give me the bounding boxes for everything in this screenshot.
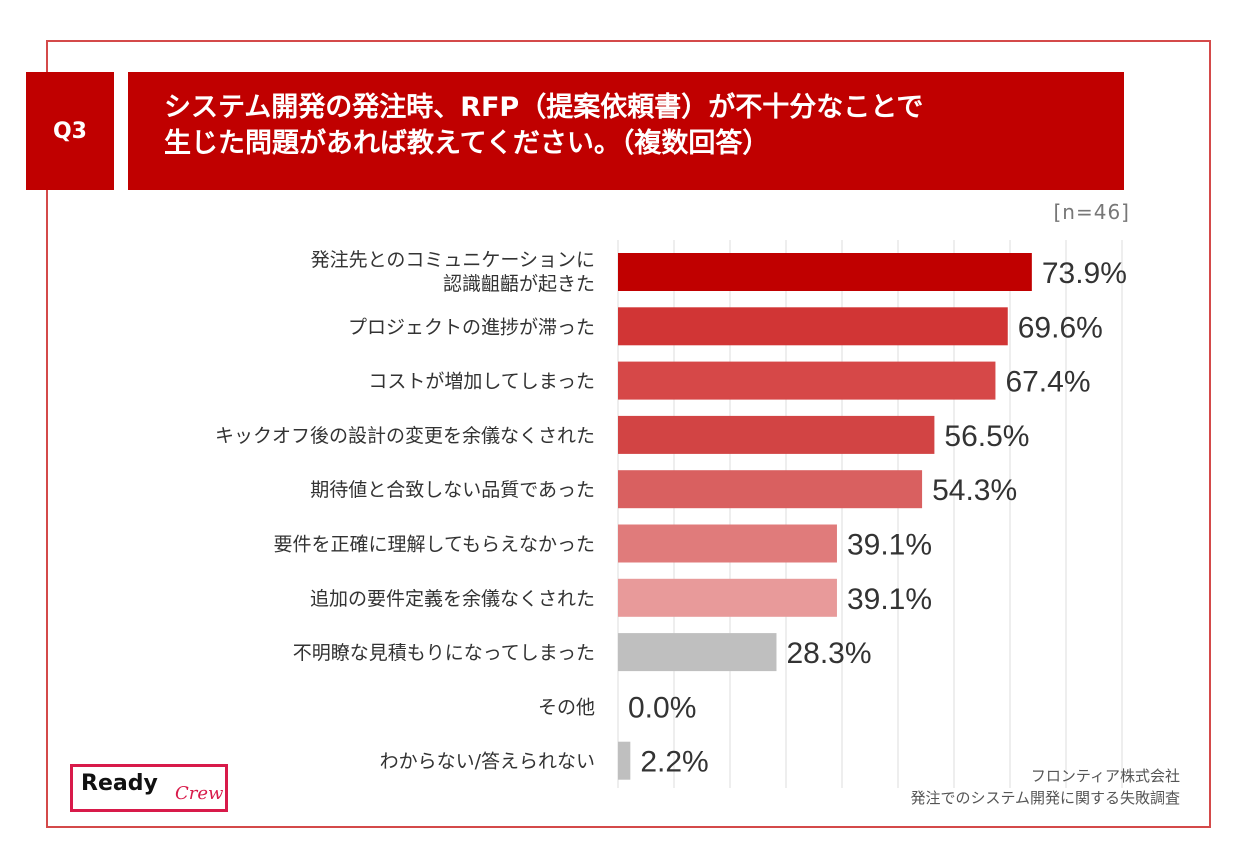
question-title-line-2: 生じた問題があれば教えてください。（複数回答） xyxy=(164,128,770,159)
category-label: 要件を正確に理解してもらえなかった xyxy=(274,534,595,556)
data-label: 2.2% xyxy=(640,746,708,779)
data-label: 28.3% xyxy=(786,637,871,670)
category-label: 不明瞭な見積もりになってしまった xyxy=(293,642,595,664)
source-company: フロンティア株式会社 xyxy=(1030,767,1180,785)
data-label: 39.1% xyxy=(847,583,932,616)
bar xyxy=(618,307,1008,346)
bar xyxy=(618,633,777,672)
logo-sub-text: Crew xyxy=(175,783,224,804)
bar xyxy=(618,253,1032,291)
data-label: 69.6% xyxy=(1018,311,1103,344)
question-number: Q3 xyxy=(52,118,87,144)
question-title-line-1: システム開発の発注時、RFP（提案依頼書）が不十分なことで xyxy=(164,92,924,123)
ready-crew-logo: Ready Crew xyxy=(70,764,228,812)
data-label: 39.1% xyxy=(847,529,932,562)
category-label: 認識齟齬が起きた xyxy=(443,273,595,295)
bar xyxy=(618,361,996,400)
category-label: 追加の要件定義を余儀なくされた xyxy=(310,588,595,610)
source-survey-name: 発注でのシステム開発に関する失敗調査 xyxy=(910,789,1180,807)
category-label: 期待値と合致しない品質であった xyxy=(310,479,595,501)
question-number-badge: Q3 xyxy=(26,72,114,190)
question-title-box: システム開発の発注時、RFP（提案依頼書）が不十分なことで 生じた問題があれば教… xyxy=(128,72,1124,190)
category-label: キックオフ後の設計の変更を余儀なくされた xyxy=(215,425,595,447)
data-label: 54.3% xyxy=(932,474,1017,507)
bar xyxy=(618,470,923,509)
bar xyxy=(618,524,837,563)
sample-size-label: [n=46] xyxy=(1053,200,1130,224)
data-label: 73.9% xyxy=(1042,257,1127,290)
data-label: 0.0% xyxy=(628,691,696,724)
bar xyxy=(618,578,837,617)
bar xyxy=(618,415,935,454)
category-label: わからない/答えられない xyxy=(380,751,595,773)
category-label: プロジェクトの進捗が滞った xyxy=(348,316,595,338)
bar xyxy=(618,741,631,780)
data-label: 56.5% xyxy=(944,420,1029,453)
data-label: 67.4% xyxy=(1005,366,1090,399)
category-label: その他 xyxy=(538,696,595,718)
source-note: フロンティア株式会社 発注でのシステム開発に関する失敗調査 xyxy=(910,765,1180,809)
category-label: 発注先とのコミュニケーションに xyxy=(311,249,595,271)
chart-frame xyxy=(46,40,1211,828)
category-label: コストが増加してしまった xyxy=(368,371,595,393)
logo-main-text: Ready xyxy=(81,771,158,796)
